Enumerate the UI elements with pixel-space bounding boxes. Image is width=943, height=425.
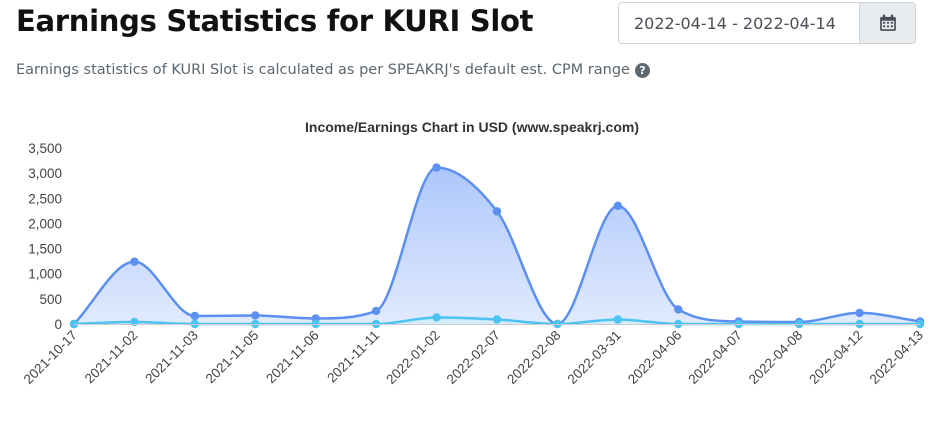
x-tick-label: 2022-03-31 <box>565 328 624 387</box>
series-1-point-2022-01-02[interactable] <box>432 163 441 172</box>
y-axis: 0 500 1,000 1,500 2,000 2,500 3,000 3,500 <box>28 141 62 332</box>
y-tick-label: 3,000 <box>28 166 62 181</box>
page-title: Earnings Statistics for KURI Slot <box>16 4 534 38</box>
x-tick-label: 2022-02-07 <box>444 328 503 387</box>
series-1-point-2022-04-06[interactable] <box>674 305 683 314</box>
y-tick-label: 2,000 <box>28 216 62 231</box>
x-tick-label: 2021-11-03 <box>142 328 201 387</box>
calendar-icon <box>879 14 896 31</box>
chart-areas <box>74 167 920 324</box>
x-tick-label: 2021-11-11 <box>324 328 382 386</box>
chart-title: Income/Earnings Chart in USD (www.speakr… <box>305 119 639 135</box>
series-1-point-2021-11-05[interactable] <box>251 311 260 320</box>
series-1-point-2021-11-02[interactable] <box>130 257 139 266</box>
x-tick-label: 2022-04-12 <box>806 328 865 387</box>
calendar-button[interactable] <box>859 3 915 43</box>
y-tick-label: 0 <box>54 317 62 332</box>
date-range-input[interactable] <box>619 3 859 43</box>
x-tick-label: 2021-11-05 <box>203 328 262 387</box>
subtitle-text: Earnings statistics of KURI Slot is calc… <box>16 62 630 78</box>
x-tick-label: 2021-11-06 <box>263 328 322 387</box>
x-tick-label: 2021-10-17 <box>21 328 80 387</box>
date-range-picker[interactable] <box>618 2 916 44</box>
x-tick-label: 2022-01-02 <box>383 328 442 387</box>
x-tick-label: 2022-04-13 <box>867 328 926 387</box>
series-2-point-2022-01-02[interactable] <box>432 313 441 322</box>
y-tick-label: 3,500 <box>28 141 62 156</box>
series-1-area <box>74 167 920 324</box>
x-tick-label: 2021-11-02 <box>82 328 141 387</box>
earnings-chart: Income/Earnings Chart in USD (www.speakr… <box>21 119 926 387</box>
y-tick-label: 2,500 <box>28 191 62 206</box>
series-1-point-2021-11-11[interactable] <box>371 306 381 316</box>
series-2-point-2022-02-07[interactable] <box>492 315 502 324</box>
subtitle-row: Earnings statistics of KURI Slot is calc… <box>16 62 650 78</box>
series-1-point-2022-02-07[interactable] <box>492 207 502 216</box>
series-1-point-2021-11-03[interactable] <box>190 311 200 321</box>
series-2-point-2022-03-31[interactable] <box>613 315 623 324</box>
y-tick-label: 1,500 <box>28 242 62 257</box>
x-tick-label: 2022-04-06 <box>625 328 684 387</box>
x-tick-label: 2022-04-08 <box>746 328 805 387</box>
series-1-point-2022-04-12[interactable] <box>855 308 864 318</box>
series-1-point-2022-03-31[interactable] <box>613 201 623 211</box>
x-tick-label: 2022-04-07 <box>685 328 744 387</box>
question-circle-icon[interactable]: ? <box>634 62 650 78</box>
y-tick-label: 1,000 <box>28 267 62 282</box>
y-tick-label: 500 <box>39 292 62 307</box>
x-tick-label: 2022-02-08 <box>504 328 563 387</box>
x-axis: 2021-10-17 2021-11-02 2021-11-03 2021-11-05… <box>21 324 926 387</box>
